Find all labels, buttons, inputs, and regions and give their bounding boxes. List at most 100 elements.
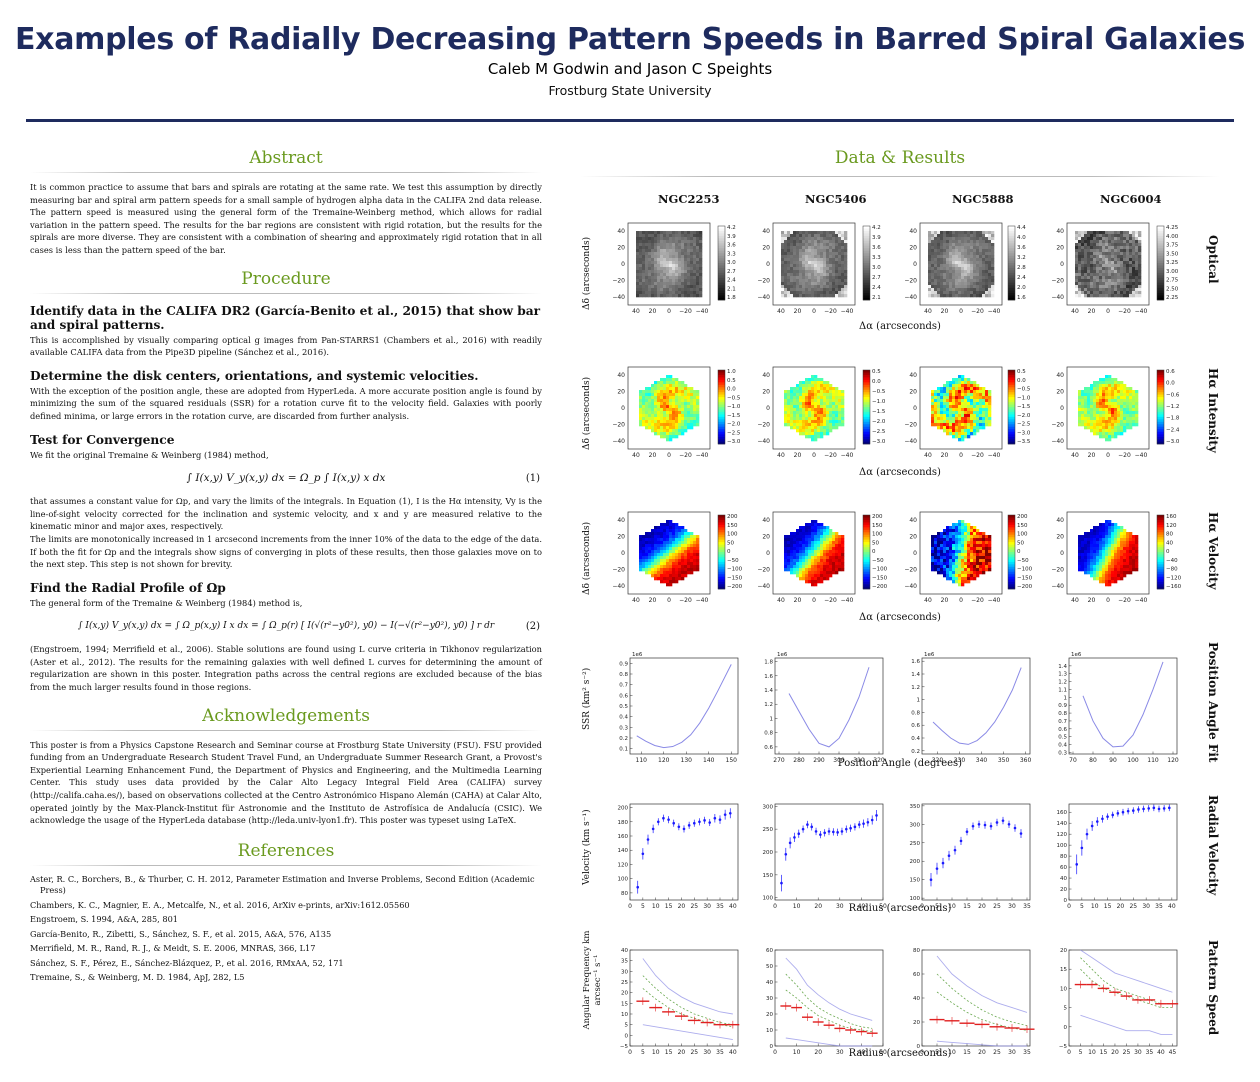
map-intensity-pixel (690, 420, 694, 424)
map-velocity-pixel (823, 550, 827, 554)
map-velocity-colorbar-step (1008, 574, 1015, 577)
map-intensity-pixel (823, 402, 827, 406)
map-intensity-pixel (651, 429, 655, 433)
map-velocity-pixel (970, 562, 974, 566)
map-intensity-pixel (787, 390, 791, 394)
map-velocity-colorbar-tick: −200 (1017, 584, 1033, 590)
map-intensity-pixel (985, 420, 989, 424)
map-velocity-pixel (949, 541, 953, 545)
map-intensity-colorbar-step (718, 392, 725, 395)
map-optical-pixel (663, 285, 667, 289)
map-intensity-pixel (952, 435, 956, 439)
map-intensity-pixel (642, 417, 646, 421)
map-optical-pixel (1132, 282, 1136, 286)
map-velocity-pixel (696, 559, 700, 563)
map-intensity-pixel (823, 432, 827, 436)
map-optical-pixel (645, 237, 649, 241)
map-intensity-pixel (1087, 420, 1091, 424)
map-optical-pixel (931, 246, 935, 250)
map-optical-pixel (937, 246, 941, 250)
map-intensity-pixel (1111, 414, 1115, 418)
map-intensity-pixel (654, 405, 658, 409)
map-velocity-pixel (639, 547, 643, 551)
map-optical-pixel (940, 240, 944, 244)
map-intensity-pixel (817, 432, 821, 436)
map-intensity-pixel (1102, 408, 1106, 412)
map-intensity-pixel (832, 387, 836, 391)
map-optical-pixel (808, 246, 812, 250)
map-velocity-colorbar-tick: −200 (872, 584, 888, 590)
map-intensity-pixel (660, 381, 664, 385)
map-optical-pixel (832, 288, 836, 292)
map-intensity-pixel (814, 393, 818, 397)
map-velocity-pixel (838, 541, 842, 545)
map-intensity-x-tick: 40 (1071, 452, 1079, 459)
map-optical-pixel (687, 294, 691, 298)
map-velocity-colorbar-step (863, 517, 870, 521)
map-velocity-pixel (1078, 544, 1082, 548)
map-intensity-pixel (808, 432, 812, 436)
map-optical-y-tick: 40 (1056, 228, 1064, 235)
map-intensity-pixel (964, 420, 968, 424)
map-velocity-pixel (823, 532, 827, 536)
map-optical-colorbar-step (718, 238, 725, 242)
map-velocity-pixel (961, 559, 965, 563)
map-optical-pixel (1123, 288, 1127, 292)
map-optical-pixel (1135, 291, 1139, 295)
procedure-heading: Procedure (241, 268, 331, 289)
map-intensity-pixel (934, 423, 938, 427)
map-velocity-colorbar-frame (1007, 514, 1016, 590)
map-optical-pixel (1099, 240, 1103, 244)
map-optical-pixel (955, 264, 959, 268)
map-optical-pixel (793, 240, 797, 244)
map-optical-pixel (1096, 261, 1100, 265)
map-optical-pixel (636, 249, 640, 253)
map-optical-pixel (967, 237, 971, 241)
map-optical-pixel (1087, 237, 1091, 241)
map-optical-pixel (796, 237, 800, 241)
map-optical-pixel (1090, 255, 1094, 259)
map-velocity-pixel (814, 580, 818, 584)
map-velocity-pixel (979, 562, 983, 566)
references-heading: References (237, 840, 335, 861)
map-velocity-pixel (943, 574, 947, 578)
map-optical-pixel (946, 270, 950, 274)
map-optical-pixel (699, 249, 703, 253)
map-optical-pixel (943, 255, 947, 259)
map-intensity-colorbar-step (1008, 384, 1015, 388)
map-intensity-pixel (681, 432, 685, 436)
map-optical-pixel (823, 234, 827, 238)
map-optical-pixel (823, 288, 827, 292)
map-velocity-colorbar-tick: 50 (727, 540, 734, 546)
map-velocity-pixel (823, 565, 827, 569)
map-velocity-pixel (663, 526, 667, 530)
map-optical-pixel (1111, 252, 1115, 256)
reference-list: Aster, R. C., Borchers, B., & Thurber, C… (30, 874, 542, 984)
map-optical-pixel (1078, 288, 1082, 292)
map-intensity-pixel (678, 390, 682, 394)
map-optical-pixel (678, 288, 682, 292)
map-optical-pixel (817, 237, 821, 241)
map-intensity-colorbar-step (1157, 416, 1164, 420)
map-velocity-pixel (961, 538, 965, 542)
map-optical-pixel (991, 264, 995, 268)
map-velocity-pixel (946, 544, 950, 548)
map-intensity-pixel (949, 411, 953, 415)
map-optical-colorbar-step (718, 243, 725, 247)
map-intensity-pixel (660, 384, 664, 388)
map-intensity-pixel (1114, 414, 1118, 418)
map-velocity-pixel (823, 538, 827, 542)
map-intensity-pixel (841, 417, 845, 421)
map-intensity-pixel (648, 393, 652, 397)
map-optical-pixel (799, 291, 803, 295)
map-optical-pixel (639, 237, 643, 241)
map-optical-pixel (799, 282, 803, 286)
map-optical-pixel (835, 273, 839, 277)
map-optical-pixel (690, 264, 694, 268)
map-intensity-pixel (1084, 411, 1088, 415)
map-intensity-pixel (811, 387, 815, 391)
map-optical-pixel (1087, 246, 1091, 250)
map-optical-pixel (654, 285, 658, 289)
map-intensity-pixel (1084, 414, 1088, 418)
map-intensity-pixel (793, 420, 797, 424)
